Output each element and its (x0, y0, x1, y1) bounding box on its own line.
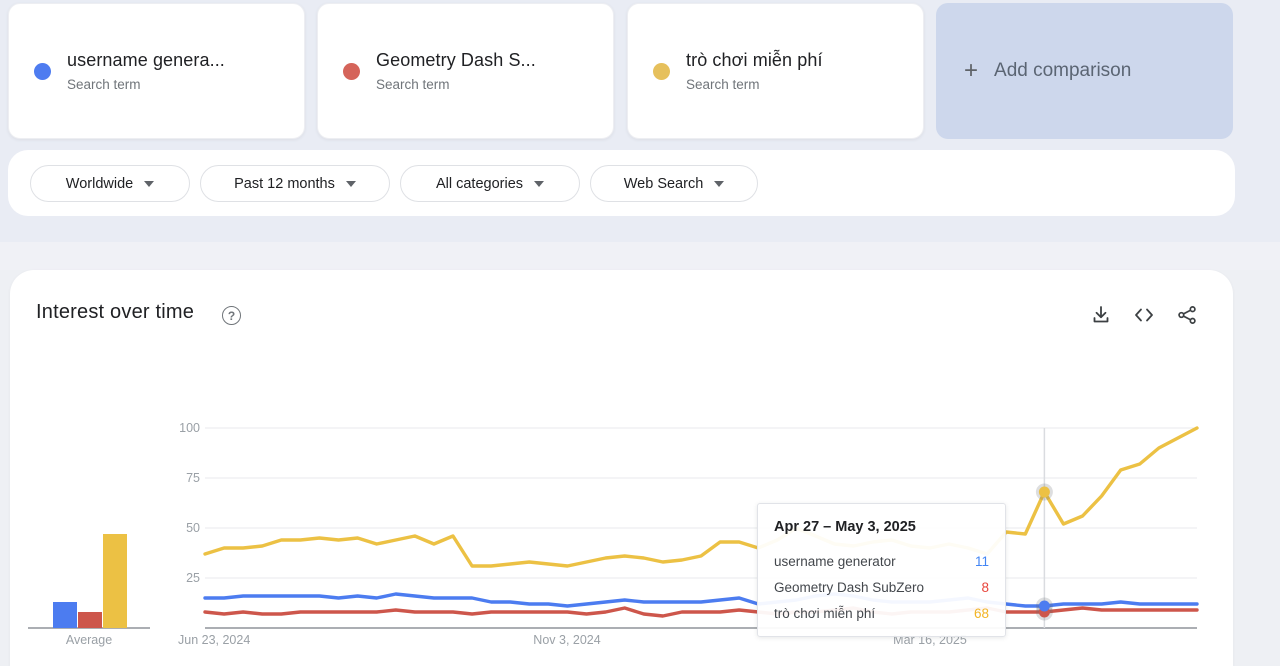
filter-searchtype-dropdown[interactable]: Web Search (590, 165, 758, 202)
term-title: trò chơi miễn phí (686, 50, 823, 70)
term-title: username genera... (67, 50, 225, 70)
tooltip-value: 11 (974, 553, 989, 569)
term-title: Geometry Dash S... (376, 50, 536, 70)
series-dot-red (343, 62, 360, 80)
series-dot-blue (34, 62, 51, 80)
chevron-down-icon (714, 180, 725, 187)
tooltip-row: trò chơi miễn phí 68 (774, 600, 989, 626)
comparison-bar: username genera... Search term Geometry … (0, 0, 1280, 242)
term-card-geometry-dash[interactable]: Geometry Dash S... Search term (317, 3, 614, 139)
filter-label: Worldwide (65, 175, 134, 192)
tooltip-value: 8 (981, 579, 989, 595)
tooltip-term: trò chơi miễn phí (774, 605, 876, 621)
chevron-down-icon (345, 180, 356, 187)
filter-label: Web Search (623, 175, 704, 192)
add-comparison-button[interactable]: + Add comparison (936, 3, 1233, 139)
filter-category-dropdown[interactable]: All categories (400, 165, 580, 202)
chart-hover-tooltip: Apr 27 – May 3, 2025 username generator … (757, 503, 1006, 637)
filter-timerange-dropdown[interactable]: Past 12 months (200, 165, 390, 202)
y-axis-tick: 100 (179, 421, 200, 435)
share-icon[interactable] (1176, 304, 1198, 326)
chevron-down-icon (144, 180, 155, 187)
interest-over-time-chart[interactable] (10, 270, 1233, 666)
x-axis-tick: Jun 23, 2024 (178, 633, 251, 647)
interest-over-time-panel: Interest over time ? 100 75 50 25 Jun 23… (10, 270, 1233, 666)
tooltip-row: Geometry Dash SubZero 8 (774, 574, 989, 600)
y-axis-tick: 25 (186, 571, 200, 585)
tooltip-date-range: Apr 27 – May 3, 2025 (774, 519, 916, 535)
term-card-tro-choi-mien-phi[interactable]: trò chơi miễn phí Search term (627, 3, 924, 139)
section-divider (0, 242, 1280, 270)
tooltip-value: 68 (973, 605, 989, 621)
y-axis-tick: 75 (186, 471, 200, 485)
series-dot-yellow (653, 62, 670, 80)
filter-bar: Worldwide Past 12 months All categories … (8, 150, 1235, 216)
average-axis-label: Average (65, 633, 113, 647)
filter-region-dropdown[interactable]: Worldwide (30, 165, 190, 202)
term-subtitle: Search term (686, 77, 760, 92)
tooltip-term: Geometry Dash SubZero (774, 579, 925, 595)
filter-label: Past 12 months (234, 175, 335, 192)
chevron-down-icon (534, 180, 545, 187)
plus-icon: + (964, 57, 979, 84)
tooltip-row: username generator 11 (774, 548, 989, 574)
tooltip-term: username generator (774, 553, 896, 569)
filter-label: All categories (435, 175, 524, 192)
download-icon[interactable] (1090, 304, 1112, 326)
term-subtitle: Search term (376, 77, 450, 92)
add-comparison-label: Add comparison (994, 60, 1132, 81)
term-subtitle: Search term (67, 77, 141, 92)
embed-code-icon[interactable] (1133, 304, 1155, 326)
y-axis-tick: 50 (186, 521, 200, 535)
term-card-username-generator[interactable]: username genera... Search term (8, 3, 305, 139)
panel-title: Interest over time (36, 301, 195, 323)
x-axis-tick: Nov 3, 2024 (533, 633, 601, 647)
help-icon[interactable]: ? (222, 306, 241, 325)
